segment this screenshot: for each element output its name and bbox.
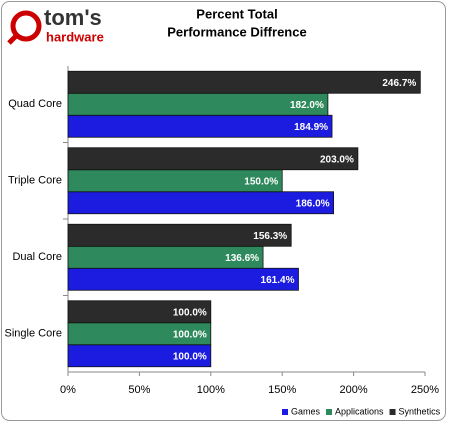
chart-subtitle: Performance Diffrence [167,24,306,39]
value-label: 156.3% [253,231,287,242]
legend-label: Applications [335,406,384,416]
bar [67,147,359,171]
x-tick-label: 150% [268,384,296,396]
value-label: 182.0% [290,100,324,111]
x-tick-label: 250% [411,384,439,396]
y-tick-label: Triple Core [8,175,62,187]
y-tick-label: Single Core [5,328,62,340]
y-tick-label: Quad Core [8,98,62,110]
value-label: 246.7% [382,78,416,89]
legend-label: Synthetics [399,406,441,416]
value-label: 150.0% [244,176,278,187]
chart-title: Percent Total [196,6,277,21]
legend-swatch [326,409,333,415]
legend-label: Games [291,406,321,416]
logo-tagline: hardware [46,29,104,44]
value-label: 136.6% [225,253,259,264]
logo-name: tom's [44,5,102,30]
logo-icon [10,10,42,42]
bar [67,70,421,94]
value-label: 184.9% [294,122,328,133]
value-label: 100.0% [173,307,207,318]
bar [67,114,333,138]
bar [67,223,292,247]
value-label: 100.0% [173,351,207,362]
value-label: 161.4% [261,275,295,286]
value-label: 203.0% [320,154,354,165]
x-tick-label: 200% [340,384,368,396]
logo-icon-handle [7,32,20,45]
bar [67,300,212,324]
legend-swatch [389,409,396,415]
y-tick-label: Dual Core [12,251,62,263]
value-label: 186.0% [296,198,330,209]
legend-swatch [282,409,288,415]
value-label: 100.0% [173,329,207,340]
x-tick-label: 0% [60,384,76,396]
bar [67,92,329,116]
x-tick-label: 50% [128,384,150,396]
x-tick-label: 100% [197,384,225,396]
bar [67,191,335,215]
